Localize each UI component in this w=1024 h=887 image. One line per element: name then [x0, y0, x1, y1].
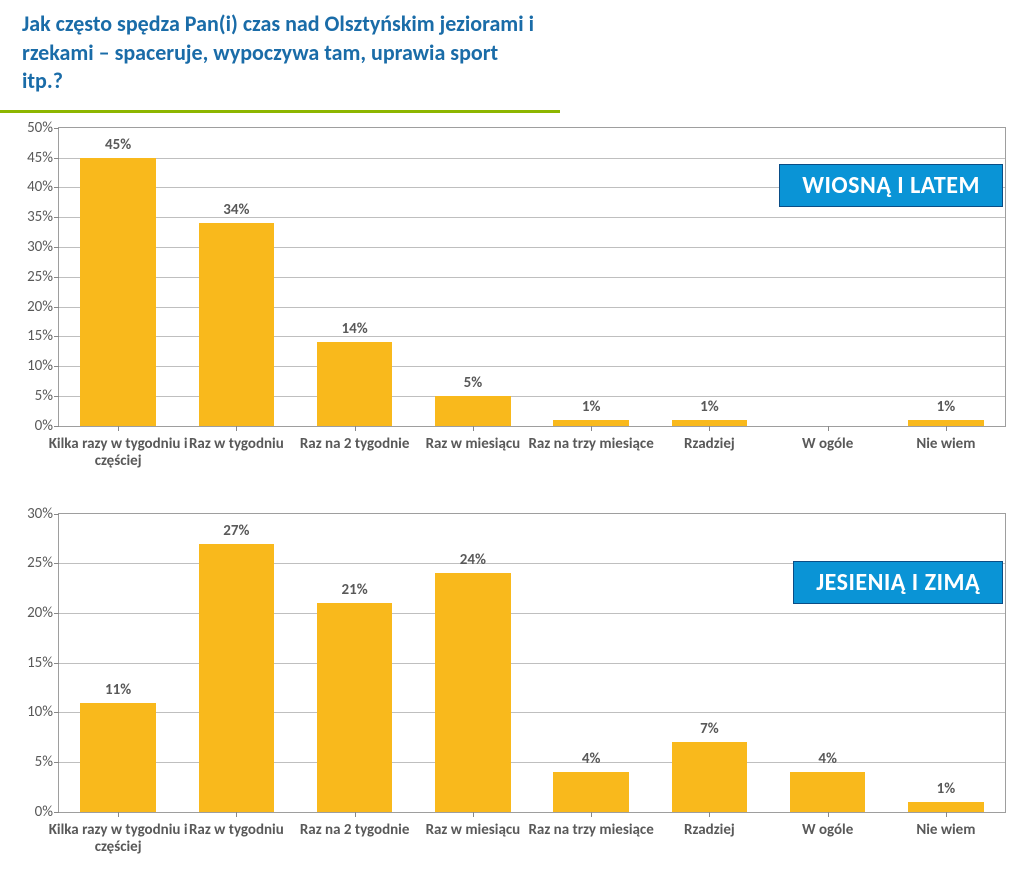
x-tick-mark [118, 812, 119, 817]
x-tick-mark [355, 426, 356, 431]
y-tick-label: 25% [17, 554, 53, 572]
x-tick-mark [236, 812, 237, 817]
bar-value-label: 1% [887, 780, 1005, 798]
x-tick-mark [709, 812, 710, 817]
bar-slot: 1%Raz na trzy miesiące [532, 128, 650, 426]
bar-slot: 14%Raz na 2 tygodnie [296, 128, 414, 426]
bar-slot: 11%Kilka razy w tygodniu i częściej [59, 514, 177, 812]
y-tick-label: 30% [17, 505, 53, 523]
y-tick-label: 5% [17, 753, 53, 771]
y-tick-label: 40% [17, 178, 53, 196]
chart-spring_summer: 0%5%10%15%20%25%30%35%40%45%50%45%Kilka … [0, 113, 1024, 427]
bar [80, 158, 156, 426]
bar-slot: 7%Rzadziej [650, 514, 768, 812]
plot-area: 0%5%10%15%20%25%30%35%40%45%50%45%Kilka … [58, 127, 1006, 427]
x-tick-mark [946, 426, 947, 431]
x-tick-mark [828, 812, 829, 817]
bar-slot: 1%Nie wiem [887, 514, 1005, 812]
bar [435, 573, 511, 811]
y-tick-label: 25% [17, 268, 53, 286]
bar-value-label: 7% [650, 720, 768, 738]
bar [199, 544, 275, 812]
x-tick-mark [473, 426, 474, 431]
bar-value-label: 27% [177, 522, 295, 540]
bar-slot: 21%Raz na 2 tygodnie [296, 514, 414, 812]
bar-value-label: 4% [769, 750, 887, 768]
chart-header: Jak często spędza Pan(i) czas nad Olszty… [0, 0, 560, 113]
bar-slot: 27%Raz w tygodniu [177, 514, 295, 812]
y-tick-label: 20% [17, 604, 53, 622]
bar-value-label: 24% [414, 551, 532, 569]
bars: 11%Kilka razy w tygodniu i częściej27%Ra… [59, 514, 1005, 812]
y-tick-label: 5% [17, 387, 53, 405]
y-tick-label: 50% [17, 119, 53, 137]
bar [199, 223, 275, 426]
bar-slot: 34%Raz w tygodniu [177, 128, 295, 426]
bar-slot: 4%Raz na trzy miesiące [532, 514, 650, 812]
bar [435, 396, 511, 426]
bar [553, 772, 629, 812]
bar-slot: 45%Kilka razy w tygodniu i częściej [59, 128, 177, 426]
charts-container: 0%5%10%15%20%25%30%35%40%45%50%45%Kilka … [0, 113, 1024, 813]
bar-value-label: 11% [59, 681, 177, 699]
bar-value-label: 45% [59, 136, 177, 154]
x-tick-mark [709, 426, 710, 431]
x-tick-mark [473, 812, 474, 817]
bar-value-label: 5% [414, 374, 532, 392]
y-tick-label: 10% [17, 703, 53, 721]
bar-slot: 4%W ogóle [769, 514, 887, 812]
bar-value-label: 21% [296, 581, 414, 599]
chart-autumn_winter: 0%5%10%15%20%25%30%11%Kilka razy w tygod… [0, 499, 1024, 813]
x-tick-mark [828, 426, 829, 431]
bar-value-label: 14% [296, 320, 414, 338]
bar [317, 603, 393, 812]
y-tick-label: 45% [17, 149, 53, 167]
y-tick-label: 35% [17, 208, 53, 226]
plot-area: 0%5%10%15%20%25%30%11%Kilka razy w tygod… [58, 513, 1006, 813]
bar-value-label: 34% [177, 201, 295, 219]
x-tick-mark [946, 812, 947, 817]
x-tick-mark [118, 426, 119, 431]
y-tick-label: 15% [17, 327, 53, 345]
y-tick-label: 15% [17, 654, 53, 672]
x-tick-mark [591, 812, 592, 817]
bar-value-label: 1% [650, 398, 768, 416]
bar [672, 742, 748, 812]
y-tick-label: 10% [17, 357, 53, 375]
bar [790, 772, 866, 812]
bar-value-label: 1% [887, 398, 1005, 416]
bar [317, 342, 393, 425]
x-tick-mark [236, 426, 237, 431]
x-tick-mark [591, 426, 592, 431]
season-badge: JESIENIĄ I ZIMĄ [793, 561, 1003, 604]
bar-slot: 5%Raz w miesiącu [414, 128, 532, 426]
bar-slot: 24%Raz w miesiącu [414, 514, 532, 812]
season-badge: WIOSNĄ I LATEM [779, 164, 1003, 207]
x-tick-mark [355, 812, 356, 817]
bar-value-label: 1% [532, 398, 650, 416]
page-title: Jak często spędza Pan(i) czas nad Olszty… [22, 10, 538, 96]
y-tick-label: 20% [17, 298, 53, 316]
bar [80, 703, 156, 812]
bar-value-label: 4% [532, 750, 650, 768]
bar [908, 802, 984, 812]
bar-slot: 1%Rzadziej [650, 128, 768, 426]
y-tick-label: 30% [17, 238, 53, 256]
